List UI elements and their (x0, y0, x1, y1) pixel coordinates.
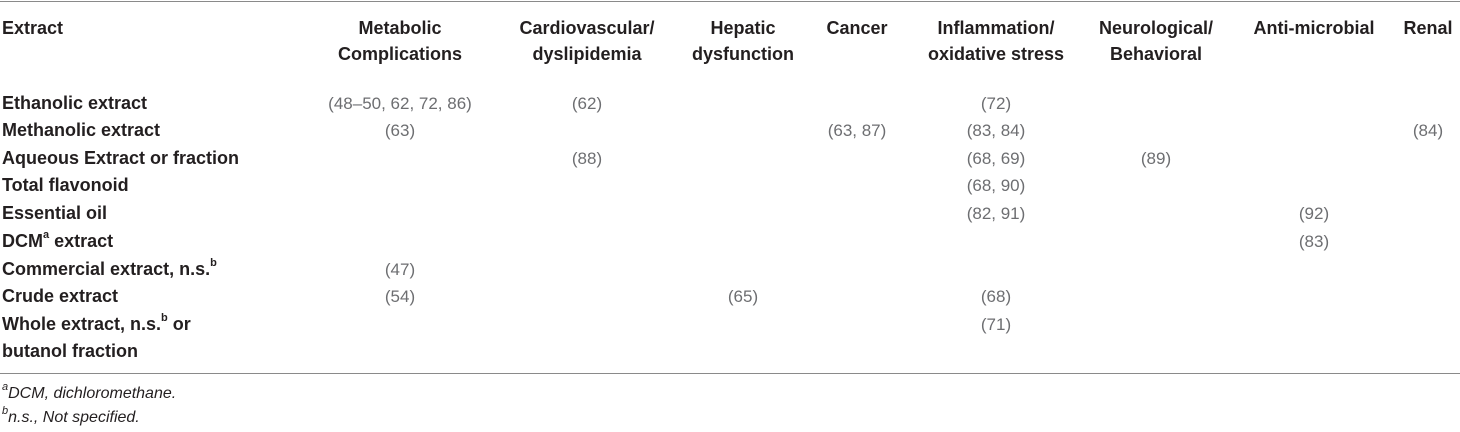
row-label: Aqueous Extract or fraction (2, 145, 239, 172)
table-cell: (68, 90) (966, 176, 1026, 195)
row-label: Methanolic extract (2, 117, 160, 144)
column-header-line: dysfunction (692, 44, 794, 64)
footnote-text: DCM, dichloromethane. (8, 385, 177, 402)
column-header: Extract (2, 15, 63, 41)
column-header: Cardiovascular/dyslipidemia (519, 15, 654, 67)
row-label: Essential oil (2, 200, 107, 227)
column-header-line: Behavioral (1109, 44, 1203, 64)
column-header: Cancer (826, 15, 887, 41)
column-header-line: Metabolic (358, 18, 442, 38)
column-header-line: Anti-microbial (1253, 18, 1375, 38)
column-header-line: Inflammation/ (937, 18, 1055, 38)
row-label-text: DCM (2, 231, 43, 251)
footnote-marker: a (2, 380, 9, 393)
table-cell: (89) (1140, 149, 1172, 168)
table-cell: (47) (384, 260, 416, 279)
column-header-line: Complications (337, 44, 463, 64)
row-label-suffix: extract (49, 231, 114, 251)
row-label-text: Aqueous Extract or fraction (2, 148, 240, 168)
column-header: Hepatic dysfunction (692, 15, 794, 67)
row-label-text: Crude extract (2, 286, 119, 306)
column-header-line: Neurological/ (1098, 18, 1214, 38)
table-cell: (65) (727, 287, 759, 306)
footnote-marker: b (210, 257, 217, 269)
table-cell: (83, 84) (966, 121, 1026, 140)
table-bottom-rule (0, 373, 1460, 374)
table-cell: (63) (384, 121, 416, 140)
table-cell: (54) (384, 287, 416, 306)
row-label-text: Whole extract, n.s. (2, 314, 162, 334)
table-cell: (84) (1412, 121, 1444, 140)
footnote-marker: a (43, 229, 50, 241)
row-label-text: Total flavonoid (2, 175, 129, 195)
footnote: bn.s., Not specified. (2, 404, 140, 430)
table-cell: (62) (571, 94, 603, 113)
table-cell: (71) (980, 315, 1012, 334)
column-header-line: Extract (2, 18, 64, 38)
table-top-rule (0, 1, 1460, 2)
column-header-line: Cardiovascular/ (519, 18, 655, 38)
row-label-text: Essential oil (2, 203, 108, 223)
column-header-line: Cancer (826, 18, 888, 38)
table-cell: (48–50, 62, 72, 86) (328, 94, 472, 113)
table-cell: (63, 87) (827, 121, 887, 140)
row-label: Total flavonoid (2, 172, 129, 199)
row-label: Whole extract, n.s.b or butanol fraction (2, 311, 191, 365)
footnote-text: n.s., Not specified. (8, 409, 140, 426)
column-header-line: oxidative stress (927, 44, 1065, 64)
row-label-suffix: or (167, 314, 191, 334)
row-label-text: Ethanolic extract (2, 93, 148, 113)
row-label-text: Methanolic extract (2, 120, 161, 140)
column-header-line: Renal (1403, 18, 1453, 38)
footnote-marker: b (2, 404, 9, 417)
row-label: Ethanolic extract (2, 90, 147, 117)
table-cell: (68, 69) (966, 149, 1026, 168)
column-header-line: dyslipidemia (532, 44, 642, 64)
row-label: Commercial extract, n.s.b (2, 256, 217, 283)
column-header: Inflammation/oxidative stress (928, 15, 1064, 67)
footnote-marker: b (161, 312, 168, 324)
column-header-line: Hepatic (710, 18, 776, 38)
column-header: Neurological/Behavioral (1099, 15, 1213, 67)
column-header: Renal (1403, 15, 1452, 41)
column-header: Metabolic Complications (338, 15, 462, 67)
row-label: DCMa extract (2, 228, 113, 255)
table-cell: (88) (571, 149, 603, 168)
table-cell: (82, 91) (966, 204, 1026, 223)
row-label-text: Commercial extract, n.s. (2, 259, 211, 279)
row-label: Crude extract (2, 283, 118, 310)
table-cell: (72) (980, 94, 1012, 113)
column-header: Anti-microbial (1253, 15, 1374, 41)
footnote: aDCM, dichloromethane. (2, 380, 177, 406)
table-cell: (92) (1298, 204, 1330, 223)
table-cell: (68) (980, 287, 1012, 306)
row-label-line2: butanol fraction (2, 341, 138, 361)
table-cell: (83) (1298, 232, 1330, 251)
